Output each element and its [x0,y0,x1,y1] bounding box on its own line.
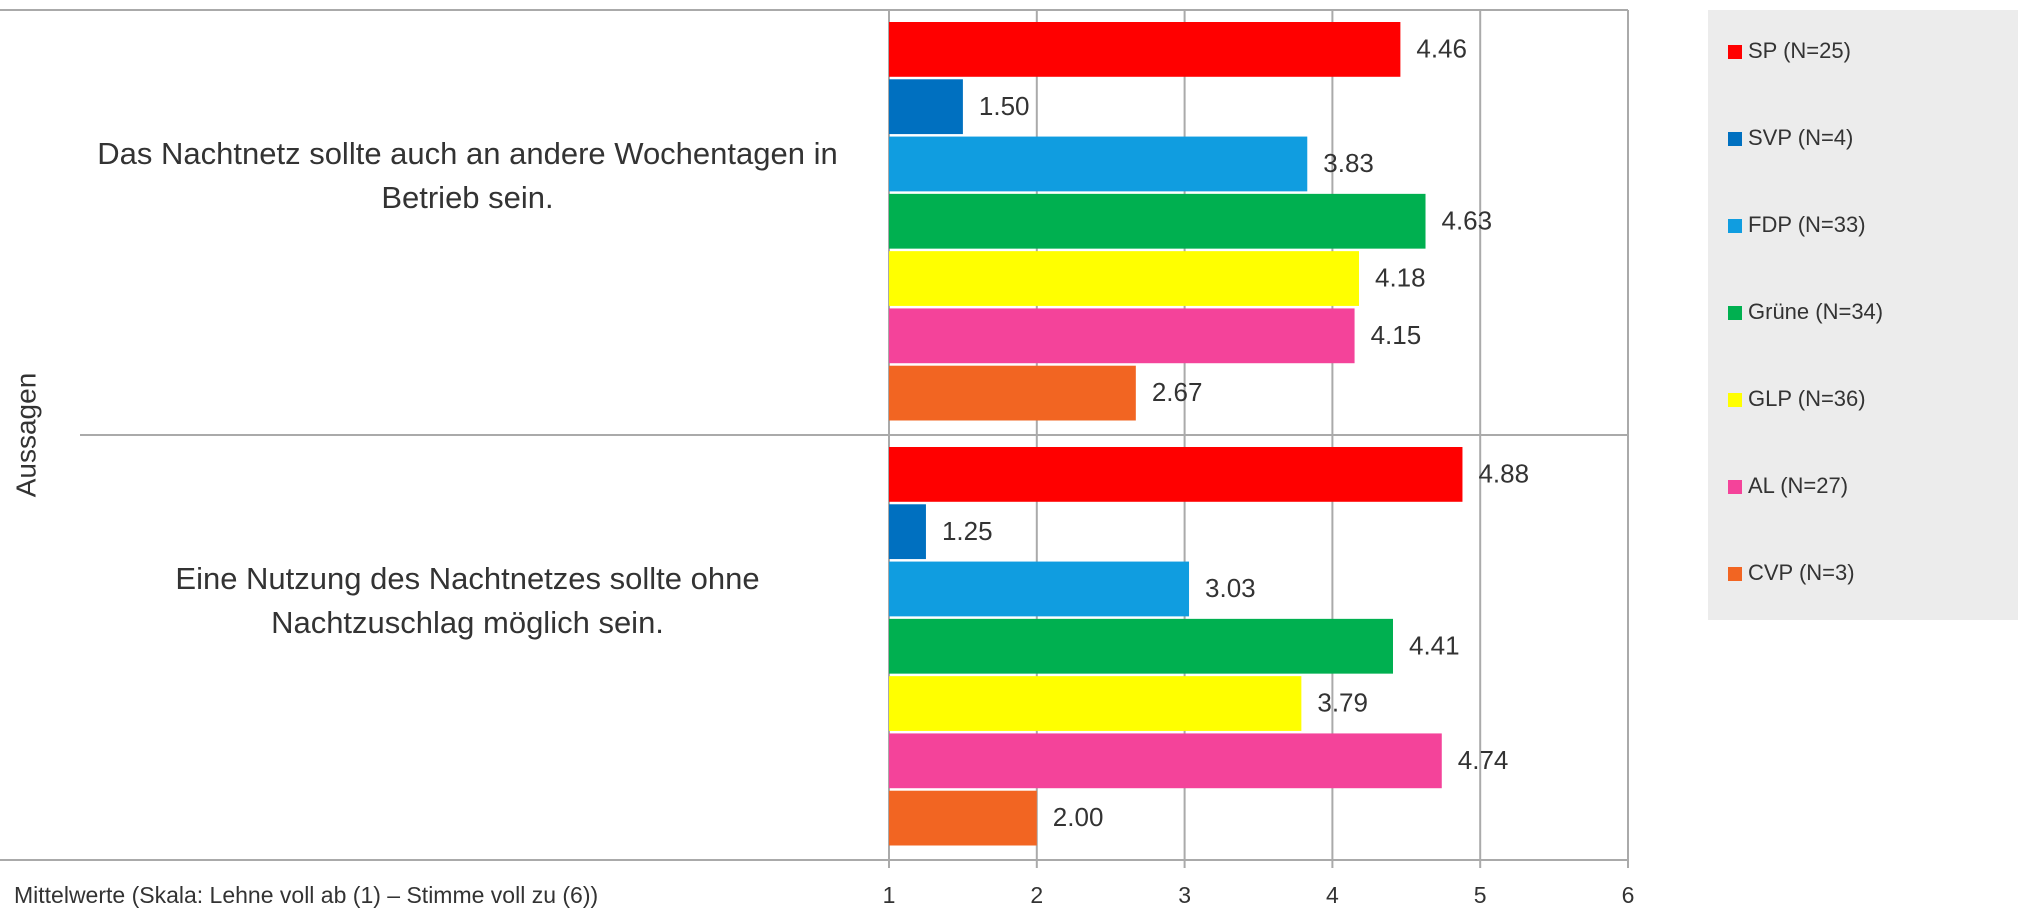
legend-label: CVP (N=3) [1748,560,1855,585]
legend-label: Grüne (N=34) [1748,299,1883,324]
value-label: 4.41 [1409,630,1460,660]
x-tick-label: 2 [1030,882,1043,908]
bar [889,136,1308,192]
bar [889,251,1360,306]
x-tick-label: 4 [1326,882,1339,908]
bar [889,676,1302,731]
x-axis-label: Mittelwerte (Skala: Lehne voll ab (1) – … [14,882,598,908]
bar [889,504,926,560]
bar [889,733,1442,789]
bar [889,22,1401,77]
legend-label: SP (N=25) [1748,38,1851,63]
legend-swatch [1728,393,1742,407]
legend-label: AL (N=27) [1748,473,1848,498]
value-label: 1.50 [979,91,1030,121]
category-label: Eine Nutzung des Nachtnetzes sollte ohne… [175,560,760,640]
bar [889,618,1393,674]
legend-label: GLP (N=36) [1748,386,1866,411]
value-label: 4.46 [1416,34,1467,64]
bar [889,365,1136,421]
value-label: 3.83 [1323,148,1374,178]
x-tick-label: 5 [1474,882,1487,908]
value-label: 4.88 [1478,459,1529,489]
legend-swatch [1728,45,1742,59]
value-label: 1.25 [942,516,993,546]
bar [889,308,1355,364]
bar [889,79,963,135]
legend-label: FDP (N=33) [1748,212,1866,237]
legend-box [1708,10,2018,620]
legend-swatch [1728,219,1742,233]
category-label: Das Nachtnetz sollte auch an andere Woch… [97,135,838,215]
x-tick-label: 3 [1178,882,1191,908]
y-axis-label: Aussagen [10,373,41,498]
value-label: 2.67 [1152,377,1203,407]
bar [889,561,1190,617]
value-label: 4.74 [1458,745,1509,775]
bar [889,447,1463,502]
value-label: 4.18 [1375,263,1426,293]
legend-swatch [1728,132,1742,146]
legend-label: SVP (N=4) [1748,125,1853,150]
x-tick-label: 1 [883,882,896,908]
legend-swatch [1728,567,1742,581]
value-label: 4.63 [1442,205,1493,235]
bar [889,790,1037,846]
value-label: 3.79 [1317,688,1368,718]
value-label: 3.03 [1205,573,1256,603]
legend-swatch [1728,306,1742,320]
legend-swatch [1728,480,1742,494]
value-label: 2.00 [1053,802,1104,832]
x-tick-label: 6 [1622,882,1635,908]
value-label: 4.15 [1371,320,1422,350]
bar [889,193,1426,249]
